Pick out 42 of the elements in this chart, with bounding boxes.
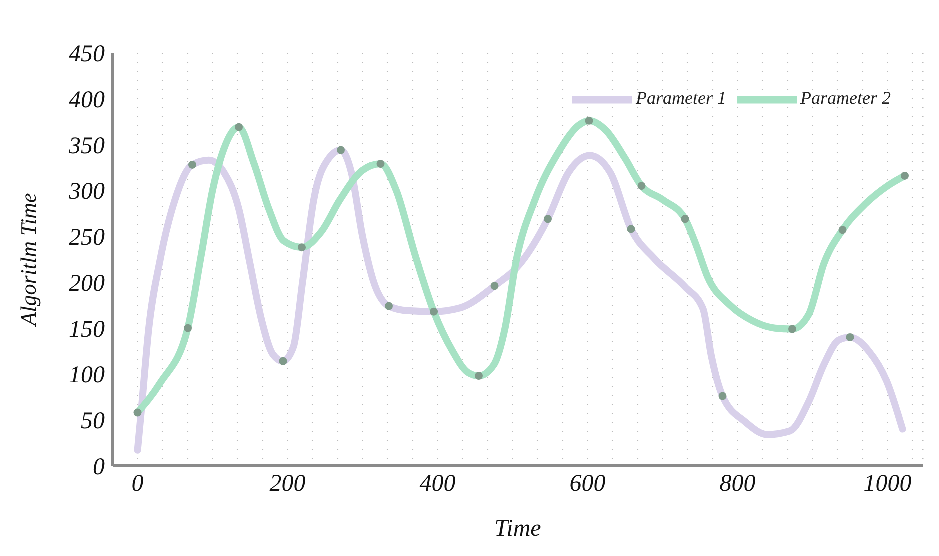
x-tick-label: 600 — [570, 471, 606, 498]
y-tick-label: 50 — [81, 408, 105, 435]
y-tick-label: 150 — [69, 316, 105, 343]
point — [337, 146, 345, 154]
y-tick-label: 0 — [93, 454, 105, 481]
point — [184, 324, 192, 332]
point — [235, 123, 243, 132]
y-tick-label: 200 — [69, 270, 105, 297]
x-axis-title: Time — [494, 516, 542, 542]
legend-label: Parameter 1 — [636, 88, 727, 108]
point — [638, 182, 646, 190]
point — [279, 357, 288, 366]
point — [838, 226, 847, 234]
point — [490, 282, 499, 290]
point — [188, 160, 196, 169]
point — [134, 408, 142, 417]
y-tick-label: 100 — [69, 362, 105, 389]
point — [475, 372, 483, 380]
point — [846, 334, 854, 342]
x-tick-label: 200 — [270, 471, 306, 498]
point — [385, 302, 393, 310]
point — [901, 172, 909, 180]
point — [544, 215, 552, 224]
point — [376, 160, 385, 168]
x-tick-label: 0 — [132, 471, 144, 498]
point — [627, 225, 636, 234]
x-tick-label: 1000 — [864, 471, 912, 498]
y-tick-label: 450 — [69, 42, 105, 68]
x-tick-label: 800 — [720, 471, 756, 498]
x-tick-label: 400 — [420, 471, 456, 498]
point — [585, 116, 594, 125]
legend-label: Parameter 2 — [800, 88, 891, 108]
point — [718, 392, 727, 400]
y-axis-title: Algoritlm Time — [16, 192, 41, 328]
y-tick-label: 300 — [68, 179, 105, 206]
point — [430, 308, 438, 316]
y-tick-label: 250 — [69, 225, 105, 252]
point — [298, 244, 306, 252]
point — [788, 325, 796, 334]
point — [681, 215, 690, 224]
y-tick-label: 400 — [69, 87, 105, 114]
y-tick-label: 350 — [68, 133, 105, 160]
